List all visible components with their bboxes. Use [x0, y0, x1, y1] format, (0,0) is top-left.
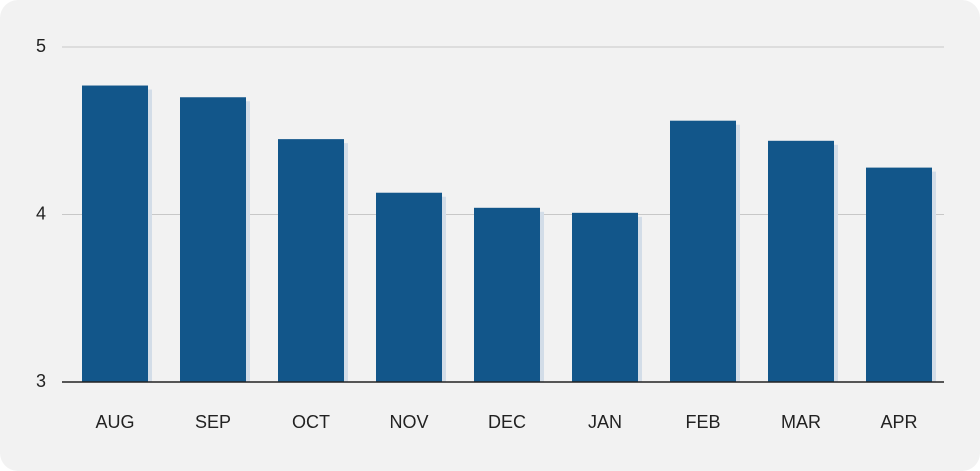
x-tick-label: SEP [195, 412, 231, 432]
x-tick-label: MAR [781, 412, 821, 432]
y-tick-label: 5 [36, 36, 46, 56]
x-tick-label: OCT [292, 412, 330, 432]
bar [572, 212, 638, 382]
bar [866, 167, 932, 382]
bar [474, 207, 540, 382]
bar [82, 85, 148, 383]
x-tick-label: JAN [588, 412, 622, 432]
x-tick-label: AUG [95, 412, 134, 432]
bar [670, 120, 736, 382]
y-tick-label: 3 [36, 371, 46, 391]
x-tick-label: DEC [488, 412, 526, 432]
bar [376, 192, 442, 382]
x-tick-label: FEB [685, 412, 720, 432]
y-tick-label: 4 [36, 203, 46, 223]
bar [278, 139, 344, 382]
x-tick-label: APR [880, 412, 917, 432]
bar [180, 97, 246, 382]
bar [768, 140, 834, 382]
x-tick-label: NOV [389, 412, 428, 432]
